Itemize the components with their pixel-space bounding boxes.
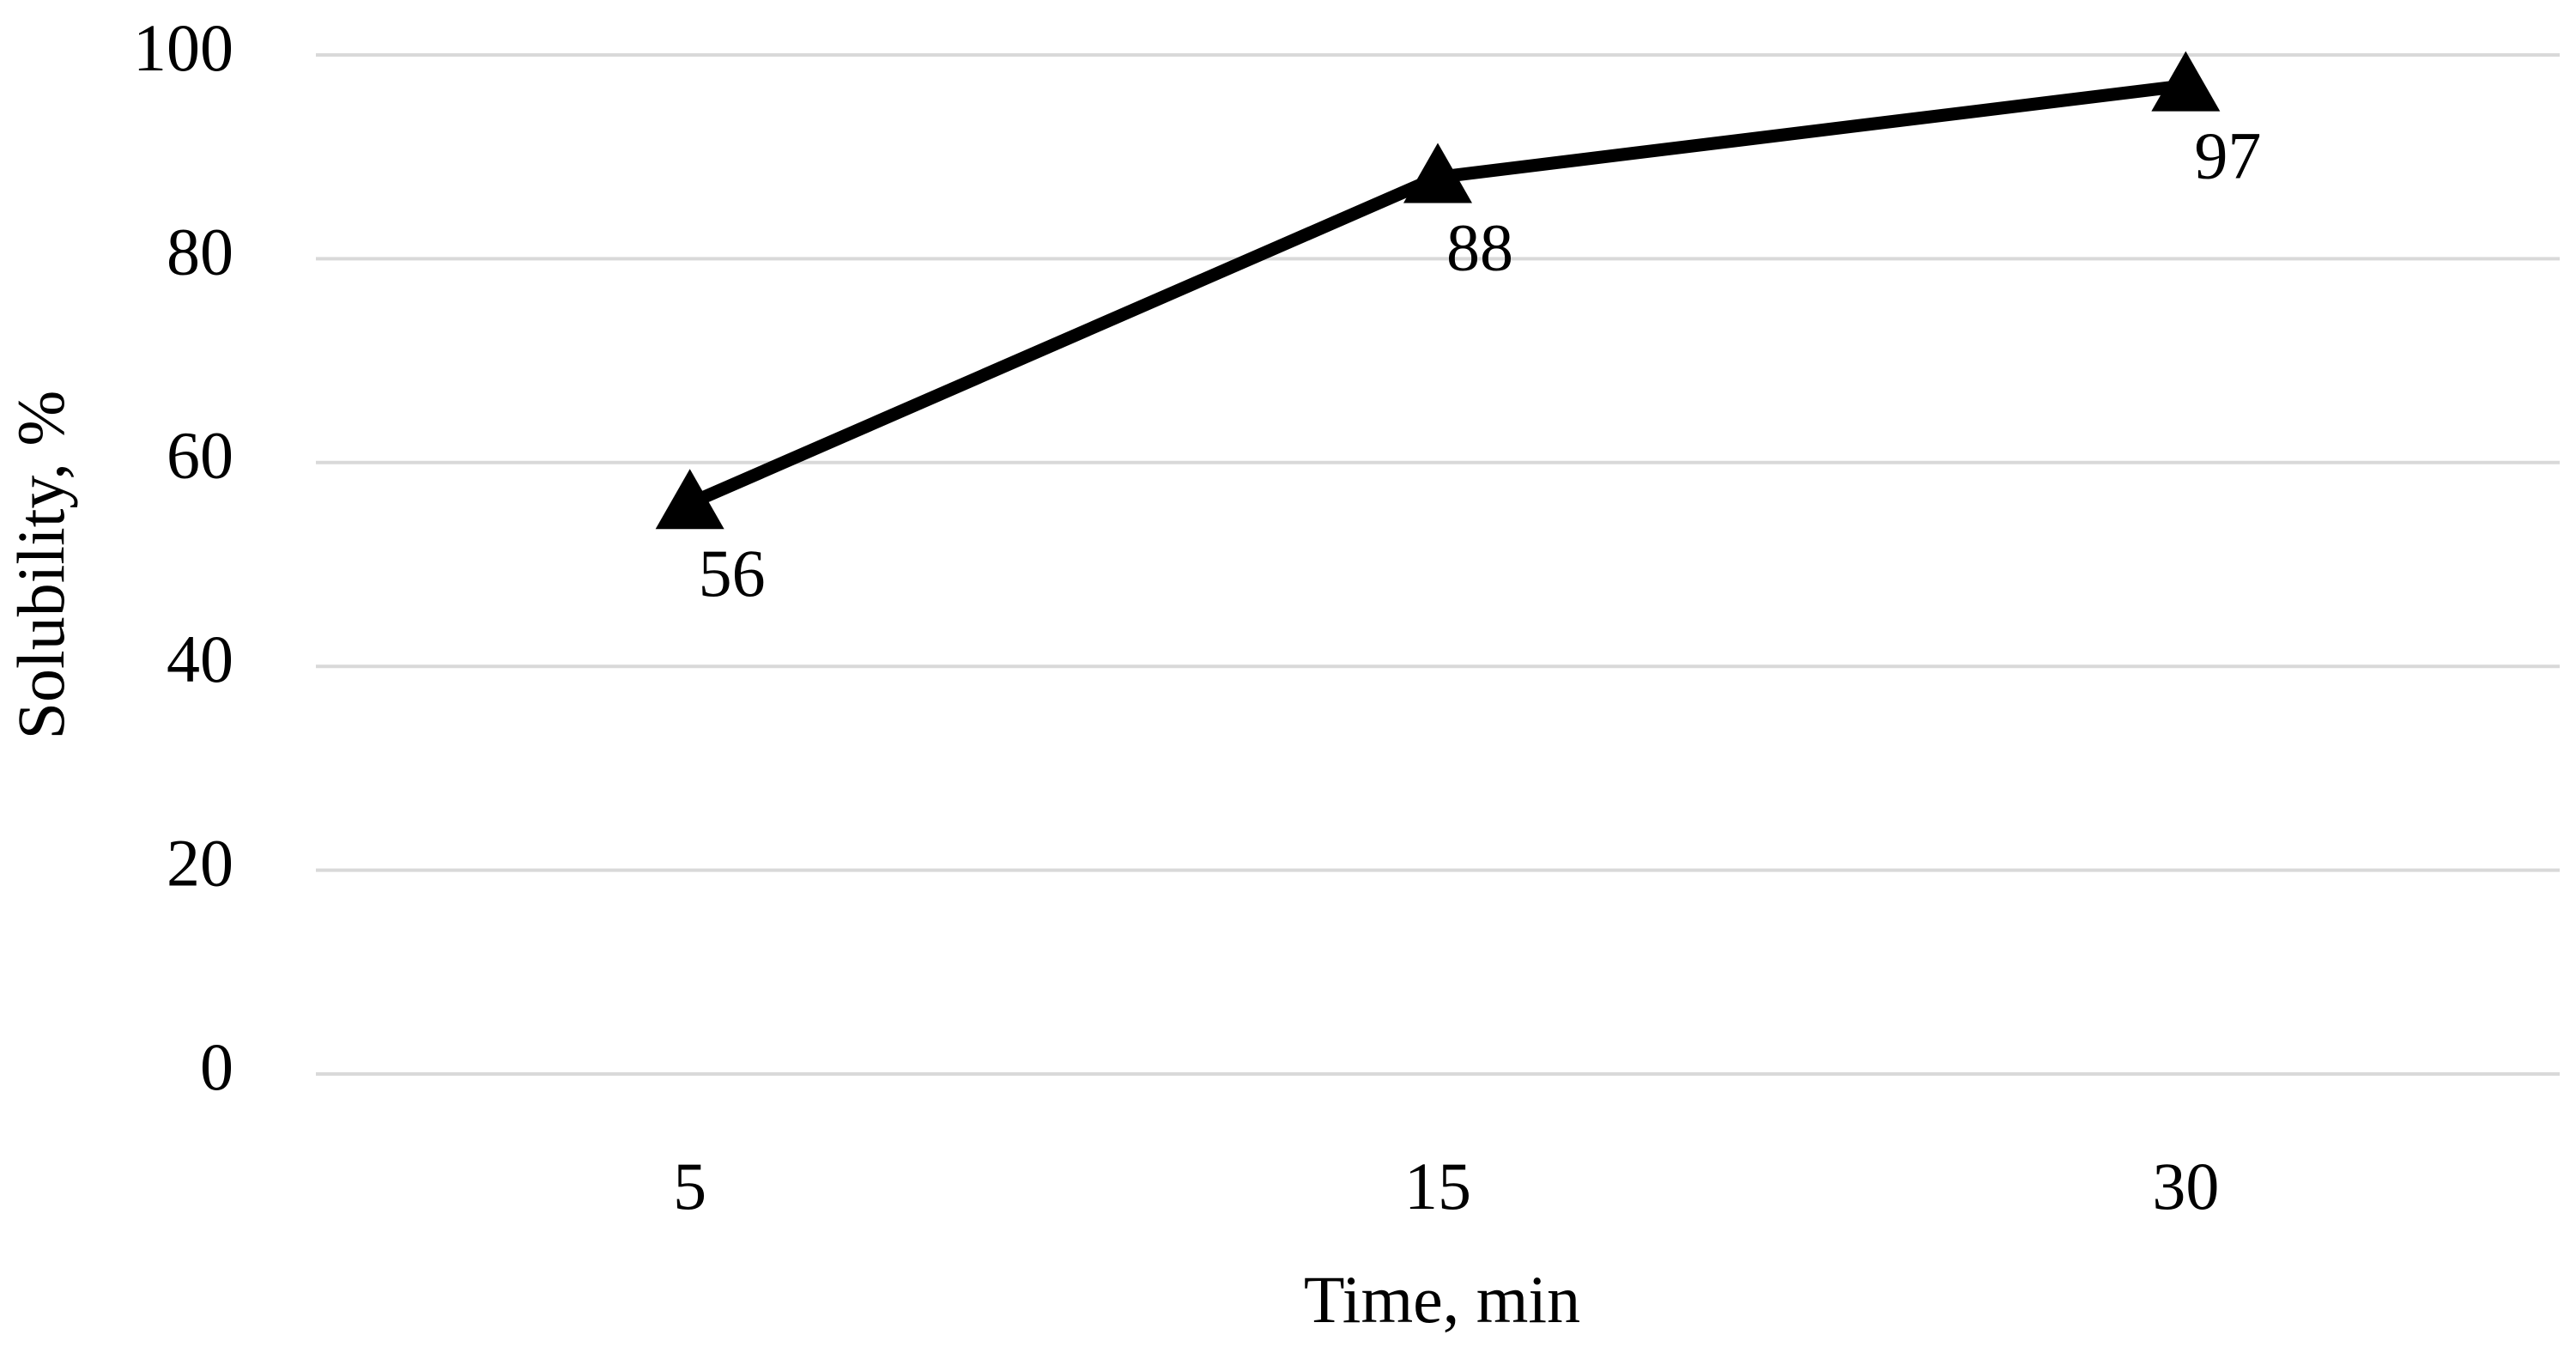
y-tick-label: 0 (200, 1029, 233, 1104)
x-tick-label: 5 (673, 1149, 706, 1223)
data-label: 88 (1446, 209, 1513, 284)
x-axis-title: Time, min (1304, 1262, 1580, 1337)
y-tick-label: 100 (133, 10, 233, 85)
x-tick-label: 30 (2152, 1149, 2219, 1223)
data-marker (655, 469, 724, 530)
y-tick-label: 80 (167, 214, 233, 288)
y-axis-title: Solubility, % (3, 391, 78, 740)
data-label: 56 (699, 536, 766, 610)
data-marker (2151, 51, 2221, 112)
y-tick-label: 40 (167, 622, 233, 696)
y-tick-label: 60 (167, 418, 233, 493)
data-marker (1403, 143, 1472, 203)
y-tick-label: 20 (167, 826, 233, 901)
x-tick-label: 15 (1404, 1149, 1471, 1223)
data-label: 97 (2194, 118, 2261, 193)
